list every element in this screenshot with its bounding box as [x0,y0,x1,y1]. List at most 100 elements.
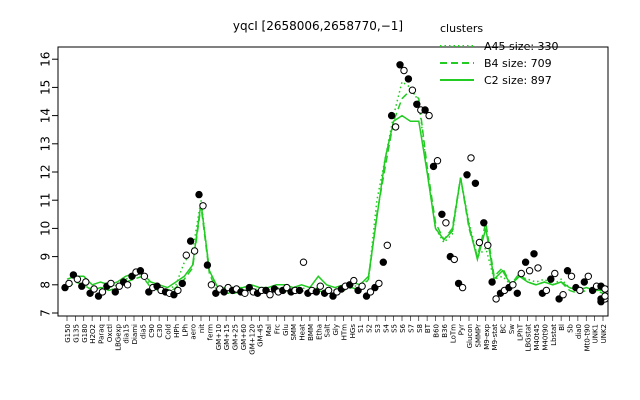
y-tick-label: 13 [39,136,53,151]
x-tick-label: BT [424,323,432,333]
x-tick-label: SMM [290,324,298,341]
x-tick-label: LBGexp [114,323,122,350]
plot-frame [57,46,609,317]
data-point [182,251,191,259]
x-tick-label: Sw [508,324,516,334]
x-tick-label: C90 [148,324,156,338]
x-tick-label: HTm [340,324,348,341]
x-tick-label: BMM [307,324,315,341]
x-tick-label: M40t45 [533,324,541,351]
data-point [324,286,333,295]
data-point [408,86,417,94]
y-tick-label: 11 [39,193,53,208]
data-point [517,269,525,278]
x-tick-label: S5 [391,324,399,333]
data-point [358,282,366,290]
data-point [241,289,249,297]
data-point [425,111,433,120]
data-point [312,288,320,296]
y-tick-label: 8 [39,281,53,289]
x-tick-label: dia5 [139,324,147,339]
x-tick-label: dia15 [123,324,131,344]
x-tick-label: Mal [265,324,273,336]
x-tick-label: S6 [399,323,407,332]
x-tick-label: HPh [173,324,181,338]
x-tick-label: Glu [282,324,290,336]
data-point [316,282,324,290]
x-tick-label: GM+60 [240,324,248,350]
data-point [534,264,542,272]
data-point [471,179,480,188]
x-tick-label: dia0 [575,324,583,339]
data-point [413,100,421,109]
data-point [450,255,458,264]
y-tick-label: 14 [39,108,53,123]
data-point [484,241,492,250]
x-tick-label: S7 [407,324,415,333]
x-tick-label: Oxctl [106,324,114,342]
data-point [73,275,82,283]
x-tick-label: LPh [181,324,189,337]
data-point [107,279,115,288]
x-tick-label: nit [198,324,206,333]
data-point [488,278,496,286]
data-point [580,278,588,286]
x-tick-label: M9-stat [491,324,499,351]
data-point [492,295,500,303]
data-point [295,286,304,295]
data-point [542,286,551,295]
data-point [90,285,98,293]
data-point [601,292,609,300]
x-tick-label: GM+15 [223,324,231,350]
chart-title: yqcI [2658006,2658770,−1] [233,19,403,33]
x-tick-label: ferm [206,324,214,341]
x-tick-label: SMMPr [474,324,482,348]
data-point [480,219,488,227]
data-point [111,288,120,296]
data-point [82,278,90,286]
y-tick-label: 12 [39,164,53,179]
x-tick-label: Heat [299,324,307,341]
x-tick-label: G180 [81,324,89,343]
data-point [174,286,182,295]
x-tick-label: C30 [156,324,164,338]
x-tick-label: Bl [558,324,566,331]
y-axis: 7 8 9 10 11 12 13 14 15 16 [39,52,58,317]
x-tick-label: UNK1 [592,324,600,343]
data-point [559,291,567,299]
data-point [521,258,530,266]
x-tick-label: GM+10 [215,324,223,350]
data-point [467,154,475,162]
data-point [350,276,358,285]
data-point [266,291,274,299]
data-point [438,210,446,219]
data-point [429,162,438,171]
data-point [551,269,559,278]
x-tick-label: Salt [324,324,332,338]
x-tick-label: Pyr [458,324,466,335]
x-tick-label: UNK2 [600,324,608,343]
x-tick-label: LoTm [449,324,457,343]
data-point [475,238,484,247]
x-axis: G150 G135 G180 H2O2 Paraq Oxctl LBGexp dia15 Dia… [64,316,608,355]
y-tick-label: 9 [39,253,53,261]
data-point [65,279,73,288]
x-tick-label: GM+25 [232,324,240,350]
x-tick-label: LBGstat [525,324,533,352]
data-point [203,261,212,269]
x-tick-label: Cold [165,324,173,340]
x-tick-label: Gly [332,324,340,336]
data-point [584,272,592,280]
x-tick-label: S4 [382,323,390,332]
data-point [509,281,517,289]
data-point [195,190,203,199]
x-tick-label: G150 [64,324,72,343]
data-point [530,250,538,258]
data-point [299,258,308,266]
data-point [387,111,396,120]
x-tick-label: LPhT [516,323,524,341]
x-tick-label: M40t90 [541,324,549,351]
data-point [458,283,467,292]
y-tick-label: 7 [39,309,53,317]
legend-label-C2: C2 size: 897 [484,74,552,87]
